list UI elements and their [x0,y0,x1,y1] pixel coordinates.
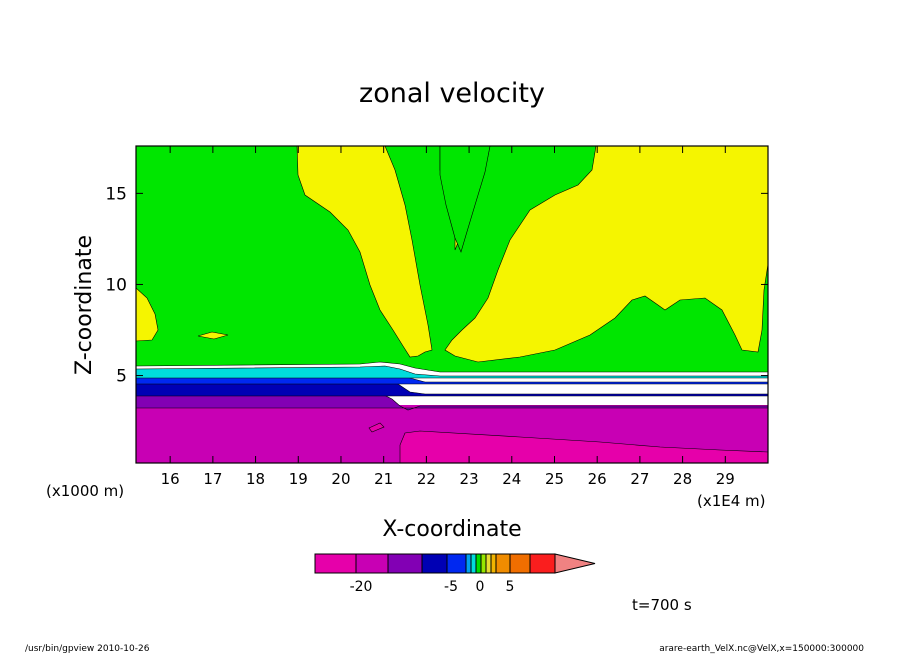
x-tick-label: 23 [460,470,479,488]
plot-frame [135,145,769,464]
x-tick-label: 17 [203,470,222,488]
plot-area [136,146,768,463]
contour-region-green-wedge [439,146,491,253]
colorbar-tick-label: -5 [444,579,458,595]
footer-right: arare-earth_VelX.nc@VelX,x=150000:300000 [659,644,864,654]
contour-region-yellow-left [136,287,159,342]
colorbar-cell [509,553,531,574]
x-axis-label: X-coordinate [382,517,521,542]
contour-region-strong-negative [399,430,768,463]
colorbar-cell [355,553,389,574]
colorbar-cell [480,553,487,574]
x-tick-label: 27 [630,470,649,488]
chart-title: zonal velocity [359,78,545,109]
y-tick-label: 10 [105,275,127,295]
colorbar-cell [387,553,423,574]
x-tick-label: 22 [417,470,436,488]
contour-region-yellow-plume-left [296,146,433,358]
colorbar-tick-label: -20 [350,579,373,595]
x-tick-label: 18 [246,470,265,488]
x-unit-right: (x1E4 m) [697,492,766,510]
x-unit-left: (x1000 m) [46,482,124,500]
x-tick-label: 16 [161,470,180,488]
x-tick-label: 29 [716,470,735,488]
x-axis-ticks: 16 17 18 19 20 21 22 23 24 25 26 27 28 29 [161,146,735,488]
y-tick-label: 5 [116,367,127,387]
x-tick-label: 20 [331,470,350,488]
colorbar-cell [554,553,596,574]
colorbar-tick-label: 5 [506,579,515,595]
x-tick-label: 28 [673,470,692,488]
x-tick-label: 21 [374,470,393,488]
contour-island [368,422,385,433]
footer-left: /usr/bin/gpview 2010-10-26 [25,644,150,654]
colorbar-cell [529,553,556,574]
colorbar-ticks: -20 -5 0 5 [350,579,515,595]
x-tick-label: 25 [545,470,564,488]
x-tick-label: 24 [502,470,521,488]
y-axis-label: Z-coordinate [72,235,97,375]
colorbar-cell [475,553,482,574]
colorbar-tick-label: 0 [476,579,485,595]
colorbar-cell [485,553,492,574]
colorbar-cell [421,553,448,574]
y-axis-ticks: 5 10 15 [105,184,768,387]
contour-band-minus20 [136,392,768,411]
colorbar-cell [465,553,472,574]
colorbar [314,553,596,574]
contour-region-yellow-island [197,331,229,340]
colorbar-cell [314,553,357,574]
colorbar-cell [495,553,511,574]
x-tick-label: 19 [289,470,308,488]
colorbar-cell [446,553,467,574]
time-label: t=700 s [632,596,692,614]
x-tick-label: 26 [588,470,607,488]
y-tick-label: 15 [105,184,127,204]
colorbar-cell [470,553,477,574]
colorbar-cell [490,553,497,574]
contour-band-minus5 [136,365,768,379]
